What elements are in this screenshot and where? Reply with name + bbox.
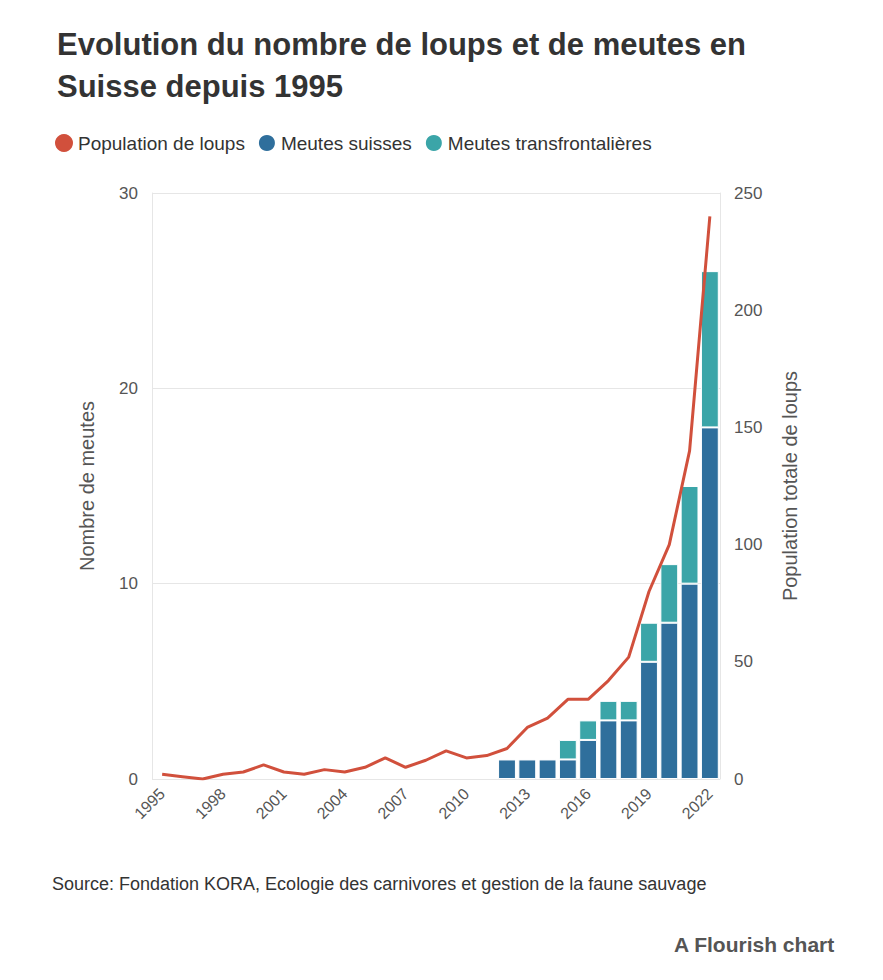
svg-text:Nombre de meutes: Nombre de meutes [76, 401, 98, 571]
svg-text:Meutes suisses: Meutes suisses [281, 133, 412, 154]
svg-text:2004: 2004 [314, 785, 351, 822]
svg-text:Suisse depuis 1995: Suisse depuis 1995 [57, 69, 343, 104]
svg-text:Evolution du nombre de loups e: Evolution du nombre de loups et de meute… [57, 27, 755, 62]
svg-text:0: 0 [734, 770, 743, 789]
svg-text:200: 200 [734, 301, 762, 320]
svg-text:250: 250 [734, 184, 762, 203]
svg-text:10: 10 [119, 574, 138, 593]
svg-text:1995: 1995 [131, 785, 168, 822]
svg-text:100: 100 [734, 535, 762, 554]
svg-text:30: 30 [119, 184, 138, 203]
svg-text:Population de loups: Population de loups [78, 133, 245, 154]
svg-text:A Flourish chart: A Flourish chart [674, 933, 834, 956]
svg-text:2013: 2013 [496, 785, 533, 822]
svg-text:2010: 2010 [435, 785, 472, 822]
svg-text:2019: 2019 [618, 785, 655, 822]
svg-text:2007: 2007 [374, 785, 411, 822]
svg-text:0: 0 [129, 770, 138, 789]
svg-text:2022: 2022 [679, 785, 716, 822]
svg-text:Meutes transfrontalières: Meutes transfrontalières [448, 133, 652, 154]
svg-text:Source: Fondation KORA, Ecolog: Source: Fondation KORA, Ecologie des car… [52, 874, 706, 894]
svg-text:Population totale de loups: Population totale de loups [779, 371, 801, 601]
svg-text:20: 20 [119, 379, 138, 398]
svg-text:150: 150 [734, 418, 762, 437]
svg-text:50: 50 [734, 652, 753, 671]
svg-text:2016: 2016 [557, 785, 594, 822]
svg-text:2001: 2001 [253, 785, 290, 822]
svg-text:1998: 1998 [192, 785, 229, 822]
